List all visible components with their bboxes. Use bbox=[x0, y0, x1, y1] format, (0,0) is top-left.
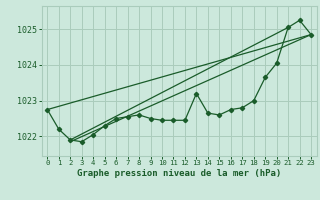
X-axis label: Graphe pression niveau de la mer (hPa): Graphe pression niveau de la mer (hPa) bbox=[77, 169, 281, 178]
